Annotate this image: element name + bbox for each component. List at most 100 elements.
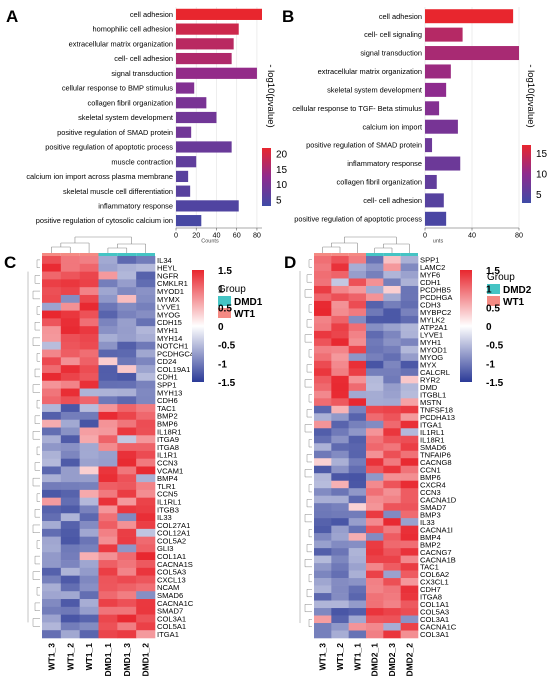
heatmap-cell [136,466,156,475]
heatmap-cell [400,533,419,541]
category-label: calcium ion import across plasma membran… [26,172,173,181]
heatmap-cell [136,294,156,304]
heatmap-cell [383,503,401,511]
heatmap-cell [348,540,367,549]
gene-label: CACNA1S [157,560,193,569]
heatmap-cell [60,591,80,600]
heatmap-cell [42,427,62,436]
heatmap-cell [136,497,156,506]
heatmap-cell [117,279,137,288]
dendrogram-branch [308,574,312,583]
heatmap-cell [98,310,118,319]
heatmap-cell [314,256,332,264]
gene-label: ITGA8 [420,593,442,602]
heatmap-cell [348,473,367,482]
gene-label: BMP4 [420,533,441,542]
heatmap-cell [383,578,401,586]
gene-label: CDH7 [420,585,441,594]
heatmap-cell [348,383,367,392]
group-legend-swatch [487,284,500,294]
dendrogram-branch [304,559,312,568]
category-label: positive regulation of apoptotic process [45,143,173,152]
heatmap-cell [117,411,137,421]
heatmap-cell [136,279,156,288]
heatmap-cell [136,302,156,311]
heatmap-cell [79,419,99,428]
bar [425,156,461,171]
heatmap-cell [314,413,332,422]
heatmap-cell [42,552,62,561]
gene-label: MYH13 [157,388,182,397]
heatmap-cell [60,513,80,522]
heatmap-cell [117,450,137,459]
heatmap-cell [98,302,118,311]
heatmap-cell [314,533,332,541]
heatmap-cell [136,326,156,335]
heatmap-cell [400,345,419,354]
gene-label: SMAD6 [157,591,183,600]
gene-label: LAMC2 [420,263,445,272]
heatmap-cell [314,503,332,511]
heatmap-cell [117,443,137,452]
heatmap-cell [136,521,156,530]
gene-label: CACNG8 [420,458,452,467]
sample-label: DMD2_1 [370,643,380,677]
heatmap-cell [366,615,384,624]
heatmap-cell [117,435,137,444]
heatmap-cell [79,443,99,452]
group-legend-title: Group [487,272,515,283]
category-label: inflammatory response [347,159,422,168]
heatmap-cell [383,548,401,556]
heatmap-cell [79,318,99,327]
heatmap-cell [117,271,137,280]
gene-label: COL27A1 [157,521,190,530]
heatmap-cell [400,338,419,347]
heatmap-cell [117,458,137,467]
heatmap-cell [136,427,156,436]
heatmap-cell [98,536,118,545]
heatmap-cell [98,279,118,288]
category-label: positive regulation of SMAD protein [57,128,173,137]
heatmap-cell [383,600,401,609]
color-scale-tick-label: 0 [486,322,492,333]
heatmap-cell [400,488,419,496]
legend-tick-label: 10 [536,170,548,181]
color-scale-tick-label: 1.5 [486,266,500,277]
color-legend-bar [522,145,531,203]
heatmap-cell [79,287,99,296]
heatmap-cell [98,552,118,561]
group-legend-label: WT1 [234,309,256,320]
panel-label-b: B [282,7,294,26]
heatmap-cell [331,435,349,444]
heatmap-cell [60,474,80,483]
heatmap-cell [366,503,384,511]
heatmap-cell [42,489,62,498]
heatmap-cell [117,544,137,553]
heatmap-cell [314,563,332,571]
heatmap-cell [117,263,137,272]
heatmap-cell [366,435,384,444]
color-scale-tick-label: -1.5 [218,378,236,389]
gene-label: GLI3 [157,544,173,553]
heatmap-cell [79,341,99,350]
heatmap-cell [366,338,384,347]
heatmap-cell [42,256,62,265]
heatmap-cell [42,349,62,358]
heatmap-cell [42,583,62,592]
heatmap-cell [79,505,99,514]
heatmap-cell [98,599,118,608]
heatmap-cell [383,623,401,631]
heatmap-cell [348,263,367,272]
heatmap-cell [42,497,62,506]
x-axis-label: unts [433,239,444,245]
gene-label: TLR1 [157,482,176,491]
heatmap-cell [331,368,349,377]
heatmap-cell [366,488,384,496]
heatmap-cell [98,333,118,343]
heatmap-cell [42,443,62,452]
gene-label: BMP2 [420,540,441,549]
bar [176,185,191,197]
heatmap-cell [314,458,332,467]
heatmap-cell [331,338,349,347]
heatmap-cell [331,570,349,579]
